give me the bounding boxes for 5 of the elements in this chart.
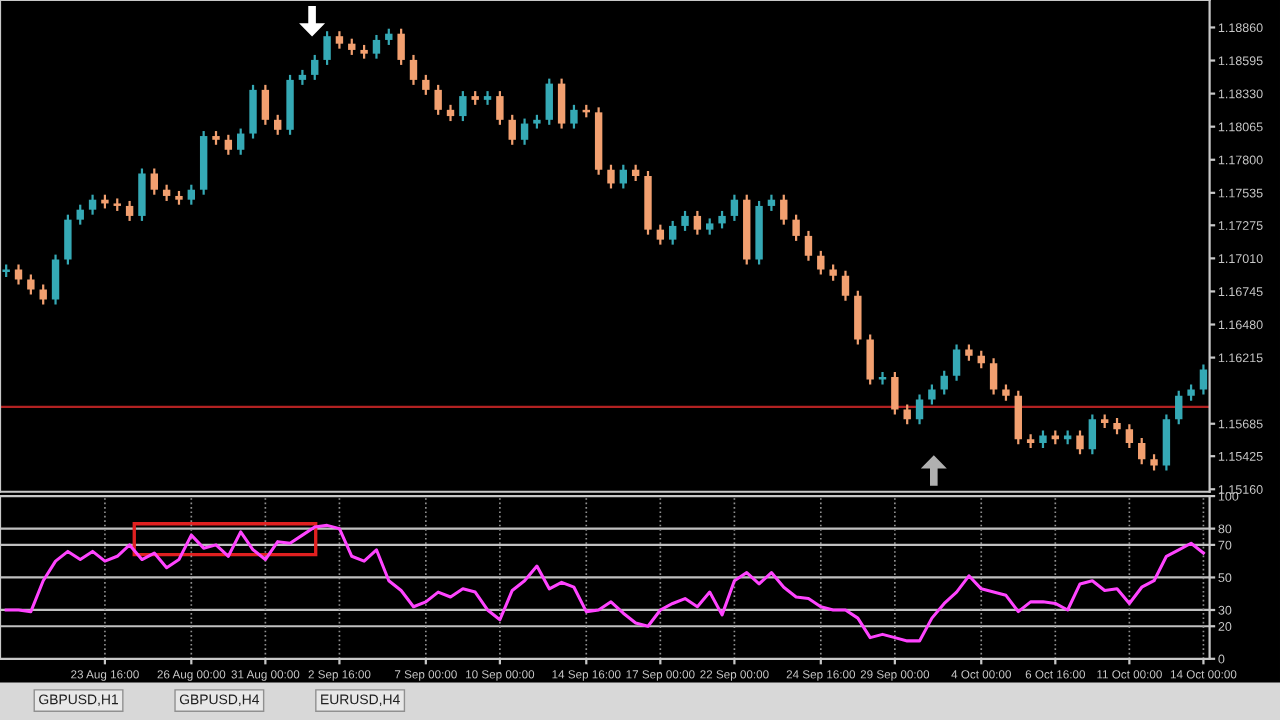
line-series [4, 523, 1205, 643]
candlestick [1002, 383, 1010, 402]
candlestick [1150, 453, 1158, 472]
candlestick [1187, 383, 1195, 402]
candlestick [965, 343, 973, 362]
